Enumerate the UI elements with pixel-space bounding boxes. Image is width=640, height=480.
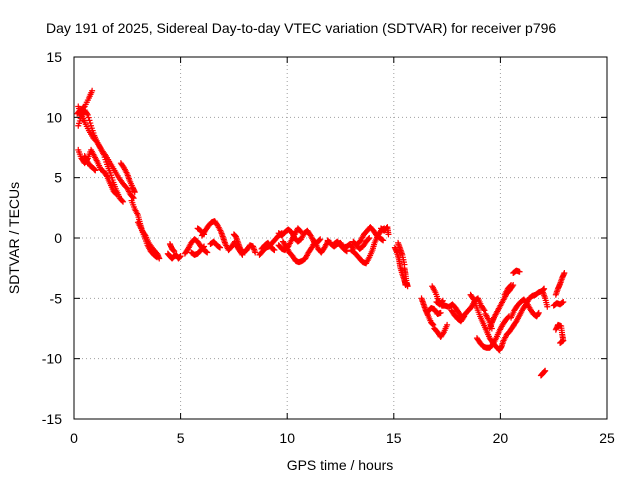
data-point	[317, 236, 324, 243]
chart-title: Day 191 of 2025, Sidereal Day-to-day VTE…	[46, 20, 556, 36]
y-tick-label: -5	[50, 290, 63, 306]
data-point	[203, 248, 210, 255]
data-point	[439, 297, 446, 304]
data-point	[217, 244, 224, 251]
data-point	[480, 306, 487, 313]
x-tick-label: 10	[279, 430, 295, 446]
data-point	[271, 247, 278, 254]
data-point	[508, 282, 515, 289]
data-point	[112, 190, 119, 197]
data-point	[87, 120, 94, 127]
data-point	[383, 225, 390, 232]
y-tick-label: 0	[54, 230, 62, 246]
grid-lines	[74, 57, 607, 419]
data-point	[380, 237, 387, 244]
data-point	[535, 309, 542, 316]
data-point	[177, 253, 184, 260]
data-point	[103, 172, 110, 179]
data-point	[439, 298, 446, 305]
x-tick-label: 5	[177, 430, 185, 446]
data-point	[444, 321, 451, 328]
y-tick-label: 10	[46, 109, 62, 125]
data-point	[297, 228, 304, 235]
data-point	[216, 244, 223, 251]
y-tick-label: -10	[42, 351, 62, 367]
data-point	[120, 198, 127, 205]
data-point	[507, 282, 514, 289]
data-point	[316, 237, 323, 244]
data-point	[365, 235, 372, 242]
data-point	[559, 299, 566, 306]
data-point	[129, 194, 136, 201]
data-point	[298, 228, 305, 235]
data-point	[343, 248, 350, 255]
x-tick-label: 25	[599, 430, 615, 446]
axis-ticks	[73, 56, 608, 420]
data-point	[204, 249, 211, 256]
y-tick-label: -15	[42, 411, 62, 427]
x-tick-label: 15	[386, 430, 402, 446]
x-tick-label: 0	[70, 430, 78, 446]
data-point	[516, 268, 523, 275]
data-point	[200, 244, 207, 251]
data-point	[154, 254, 161, 261]
x-axis-title: GPS time / hours	[287, 457, 394, 473]
data-point	[84, 111, 91, 118]
y-tick-label: 15	[46, 49, 62, 65]
data-point	[460, 314, 467, 321]
data-point	[238, 250, 245, 257]
data-point	[437, 309, 444, 316]
data-point	[92, 167, 99, 174]
plot-frame	[73, 56, 608, 420]
data-point	[93, 138, 100, 145]
data-point	[153, 253, 160, 260]
y-tick-label: 5	[54, 170, 62, 186]
data-point	[385, 231, 392, 238]
data-point	[252, 249, 259, 256]
data-point	[366, 235, 373, 241]
data-points	[74, 87, 568, 379]
data-point	[557, 339, 564, 346]
data-point	[86, 117, 93, 124]
data-point	[557, 339, 564, 346]
y-axis-title: SDTVAR / TECUs	[6, 182, 22, 294]
x-tick-label: 20	[493, 430, 509, 446]
data-point	[171, 248, 178, 255]
data-point	[239, 251, 246, 258]
data-point	[113, 191, 120, 198]
data-point	[440, 330, 447, 337]
tick-labels: 0 5 10 15 20 25 -15 -10 -5 0 5 10 15	[42, 49, 615, 446]
data-point	[561, 269, 568, 276]
data-point	[201, 243, 208, 250]
data-point	[89, 87, 96, 94]
data-point	[379, 236, 386, 243]
data-point	[469, 295, 476, 302]
data-point	[544, 303, 551, 310]
data-point	[430, 321, 437, 328]
data-point	[541, 285, 548, 292]
data-point	[404, 283, 411, 290]
data-point	[481, 307, 488, 314]
data-point	[119, 197, 126, 204]
data-point	[270, 246, 277, 253]
data-point	[85, 114, 92, 121]
data-point	[560, 298, 567, 305]
data-point	[542, 367, 549, 374]
data-point	[84, 110, 91, 117]
data-point	[461, 313, 468, 320]
data-point	[131, 189, 138, 196]
data-point	[343, 247, 350, 254]
